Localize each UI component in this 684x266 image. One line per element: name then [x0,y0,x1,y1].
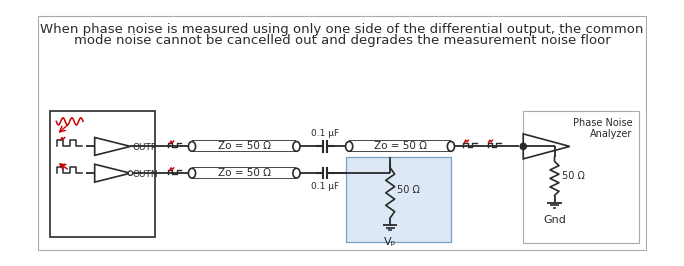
Text: Vₚ: Vₚ [384,238,397,247]
Bar [192,168,296,178]
Text: When phase noise is measured using only one side of the differential output, the: When phase noise is measured using only … [40,23,644,36]
Text: 0.1 μF: 0.1 μF [311,182,339,191]
Polygon shape [94,164,131,182]
Text: Zo = 50 Ω: Zo = 50 Ω [373,142,427,151]
Bar [192,142,296,151]
Ellipse shape [345,142,353,151]
Bar [345,157,451,242]
Text: Phase Noise
Analyzer: Phase Noise Analyzer [573,118,632,139]
Text: OUTP: OUTP [132,143,157,152]
Circle shape [520,143,527,149]
Text: 50 Ω: 50 Ω [397,185,420,195]
Text: mode noise cannot be cancelled out and degrades the measurement noise floor: mode noise cannot be cancelled out and d… [74,34,610,47]
Ellipse shape [188,168,196,178]
Circle shape [128,171,133,175]
Text: OUTN: OUTN [132,169,158,178]
Text: Zo = 50 Ω: Zo = 50 Ω [218,142,271,151]
Text: 0.1 μF: 0.1 μF [311,129,339,138]
Polygon shape [523,134,570,159]
Ellipse shape [188,142,196,151]
Text: Gnd: Gnd [543,215,566,225]
Bar [523,111,640,243]
Ellipse shape [293,142,300,151]
Ellipse shape [293,168,300,178]
Text: Zo = 50 Ω: Zo = 50 Ω [218,168,271,178]
Text: 50 Ω: 50 Ω [562,171,585,181]
Bar [50,111,155,238]
Polygon shape [94,138,131,155]
Bar [349,142,451,151]
Ellipse shape [447,142,454,151]
